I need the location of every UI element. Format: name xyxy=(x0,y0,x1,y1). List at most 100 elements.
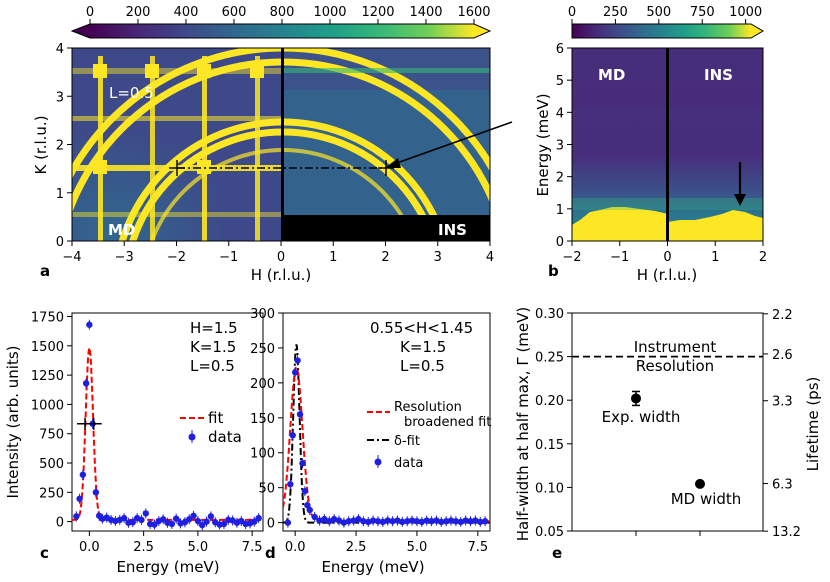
data-point-d xyxy=(330,515,338,523)
axis-e-right-tick-label: 2.6 xyxy=(772,348,793,363)
data-point-d xyxy=(294,357,301,364)
data-point-c xyxy=(207,513,215,520)
data-point-d xyxy=(452,518,460,525)
axis-d-xtick-label: 7.5 xyxy=(467,540,488,555)
legend-d-delta: δ-fit xyxy=(394,434,420,449)
axis-b-ytick-label: 6 xyxy=(556,42,564,57)
annotation-c-h: H=1.5 xyxy=(190,319,238,337)
l-value-label: L=0.5 xyxy=(109,84,154,102)
annotation-d-l: L=0.5 xyxy=(400,357,445,375)
data-point-d xyxy=(365,518,372,526)
data-point-d xyxy=(477,518,484,526)
data-point-d xyxy=(304,501,311,509)
md-label-b: MD xyxy=(598,66,625,84)
resolution-label-line1: Instrument xyxy=(634,338,717,356)
panel-e-frame xyxy=(571,312,764,532)
axis-c-xtick-label: 7.5 xyxy=(242,540,263,555)
data-point-d xyxy=(374,518,382,525)
colorbar-b xyxy=(571,23,764,39)
colorbar-a xyxy=(70,23,492,39)
axis-a-ytick-label: 1 xyxy=(56,187,64,202)
data-point-d xyxy=(413,518,421,525)
data-point-c xyxy=(129,519,136,526)
colorbar-a-tick-label: 400 xyxy=(174,5,199,20)
legend-c: fit data xyxy=(180,409,242,446)
panel-d-frame xyxy=(282,312,491,532)
colorbar-a-tick-label: 1400 xyxy=(409,5,442,20)
axis-c-ytick-label: 1750 xyxy=(31,311,64,326)
axis-b-xtick-label: −2 xyxy=(562,250,581,265)
data-point-c xyxy=(190,512,197,519)
axis-a-ytick-label: 4 xyxy=(56,42,64,57)
axis-d-xtick-label: 0.0 xyxy=(285,540,306,555)
legend-d-res-line2: broadened fit xyxy=(404,415,491,430)
axis-c-ytick-label: 0 xyxy=(56,516,64,531)
panel-label-d: d xyxy=(265,544,276,562)
axis-b-xtick-label: 2 xyxy=(759,250,767,265)
data-point-c xyxy=(186,516,193,523)
data-point-d xyxy=(289,432,296,439)
data-point-d xyxy=(350,517,357,524)
colorbar-b-tick-label: 250 xyxy=(603,5,628,20)
width-point-e xyxy=(631,393,641,404)
axis-a-xtick-label: −4 xyxy=(62,250,81,265)
axis-a-ytick-label: 0 xyxy=(56,235,64,250)
axis-d-xtick-label: 2.5 xyxy=(346,540,367,555)
axis-a-xtick-label: 0 xyxy=(277,250,285,265)
axis-e-ytick-label: 0.05 xyxy=(535,525,564,540)
axis-d-ytick-label: 0 xyxy=(267,517,275,532)
axis-e-right-tick-label: 2.2 xyxy=(772,308,793,323)
axis-d-ytick-label: 50 xyxy=(258,482,275,497)
data-point-d xyxy=(379,518,387,526)
data-point-d xyxy=(389,518,396,525)
data-point-d xyxy=(316,517,323,524)
axis-b-ytick-label: 5 xyxy=(556,74,564,89)
legend-d-data: data xyxy=(394,456,423,471)
ylabel-b: Energy (meV) xyxy=(534,93,552,196)
ylabel-c: Intensity (arb. units) xyxy=(4,345,22,498)
data-point-c xyxy=(79,471,87,478)
axis-b-xtick-label: 1 xyxy=(711,250,719,265)
data-point-d xyxy=(340,519,348,526)
axis-b-ytick-label: 2 xyxy=(556,171,564,186)
data-point-d xyxy=(447,517,455,524)
axis-e-ytick-label: 0.30 xyxy=(535,307,564,322)
axis-b-xtick-label: 0 xyxy=(663,250,671,265)
data-point-c xyxy=(159,516,167,523)
axis-a-xtick-label: −3 xyxy=(115,250,134,265)
axis-c-ytick-label: 250 xyxy=(39,486,64,501)
data-point-c xyxy=(86,321,93,328)
data-point-d xyxy=(301,487,309,495)
axis-b-ytick-label: 0 xyxy=(556,235,564,250)
data-point-c xyxy=(92,489,100,496)
resolution-label-line2: Resolution xyxy=(636,357,714,375)
data-point-d xyxy=(408,517,416,524)
colorbar-a-tick-label: 800 xyxy=(270,5,295,20)
data-point-c xyxy=(138,516,145,524)
data-point-d xyxy=(457,518,464,526)
axis-a-xtick-label: 2 xyxy=(381,250,389,265)
panel-label-c: c xyxy=(40,544,49,562)
axis-a-ytick-label: 3 xyxy=(56,90,64,105)
data-point-c xyxy=(172,515,180,522)
data-point-d xyxy=(296,411,304,418)
colorbar-b-tick-label: 750 xyxy=(690,5,715,20)
data-point-c xyxy=(199,521,206,529)
colorbar-a-tick-label: 0 xyxy=(86,5,94,20)
axis-c-ytick-label: 750 xyxy=(39,428,64,443)
axis-d-ytick-label: 250 xyxy=(250,342,275,357)
data-point-d xyxy=(399,518,406,526)
panel-c-frame xyxy=(71,312,264,532)
data-point-d xyxy=(326,518,333,525)
xlabel-c: Energy (meV) xyxy=(116,558,219,576)
xlabel-b: H (r.l.u.) xyxy=(637,266,698,284)
legend-d-res-line1: Resolution xyxy=(394,400,462,415)
data-point-c xyxy=(142,510,149,517)
md-label-a: MD xyxy=(108,221,135,239)
colorbar-b-tick-label: 500 xyxy=(646,5,671,20)
colorbar-a-tick-label: 1600 xyxy=(457,5,490,20)
axis-a-ytick-label: 2 xyxy=(56,139,64,154)
panel-b-heatmap xyxy=(572,48,763,241)
data-point-c xyxy=(255,514,262,522)
